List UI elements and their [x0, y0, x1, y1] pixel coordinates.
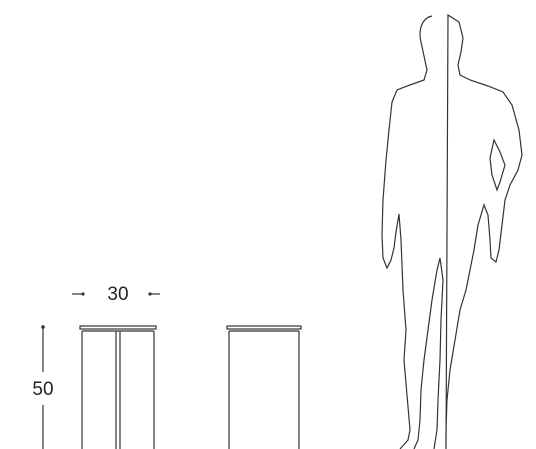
seat	[79, 325, 157, 330]
seat	[226, 325, 302, 330]
width-dimension: 30	[72, 284, 160, 305]
height-dimension: 50	[32, 325, 54, 449]
hand-detail	[489, 138, 506, 192]
height-label: 50	[32, 379, 53, 400]
arrow-head	[148, 292, 152, 296]
human-silhouette	[381, 13, 523, 449]
stool-front	[79, 325, 157, 449]
arrow-head	[81, 292, 85, 296]
stool-side	[226, 325, 302, 449]
width-label: 30	[107, 284, 128, 305]
